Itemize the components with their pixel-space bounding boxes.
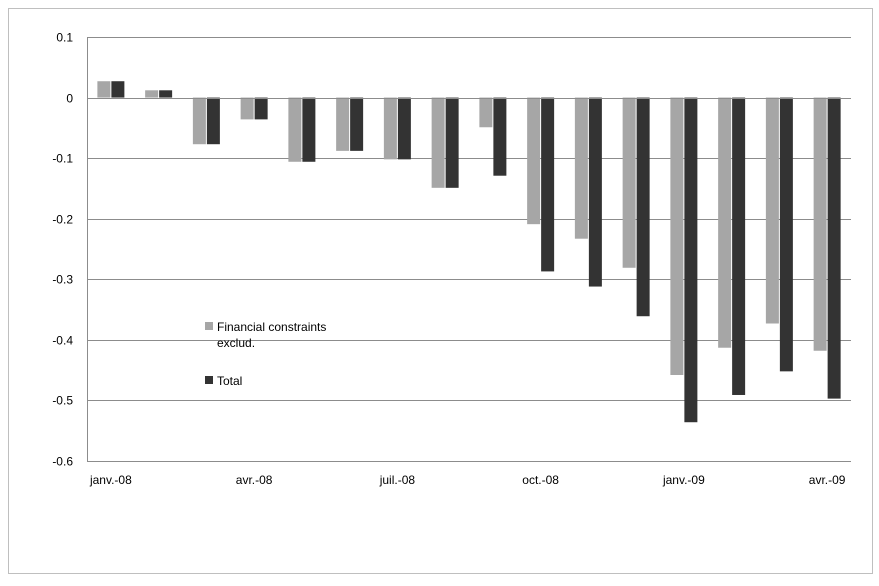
x-tick-label: janv.-08 xyxy=(89,473,132,487)
y-tick-label: -0.4 xyxy=(52,334,73,348)
bar-total xyxy=(254,97,268,120)
bar-financial-constraints-exclud xyxy=(765,97,779,324)
legend-swatch-total xyxy=(205,376,213,384)
x-tick-label: avr.-09 xyxy=(809,473,846,487)
bar-financial-constraints-exclud xyxy=(670,97,684,375)
bar-financial-constraints-exclud xyxy=(145,90,159,98)
bar-total xyxy=(445,97,459,188)
x-tick-label: juil.-08 xyxy=(379,473,416,487)
bar-total xyxy=(684,97,698,423)
axes: 0.1 0 -0.1 -0.2 -0.3 -0.4 -0.5 -0.6 janv.-08 avr.… xyxy=(52,31,851,487)
bar-total xyxy=(111,81,125,98)
x-tick-label: avr.-08 xyxy=(236,473,273,487)
chart-border xyxy=(8,8,873,574)
bar-total xyxy=(588,97,602,287)
bar-total xyxy=(732,97,746,395)
bar-financial-constraints-exclud xyxy=(574,97,588,239)
bar-total xyxy=(493,97,507,176)
bar-financial-constraints-exclud xyxy=(813,97,827,351)
x-tick-label: janv.-09 xyxy=(662,473,705,487)
bar-financial-constraints-exclud xyxy=(383,97,397,160)
y-tick-label: -0.6 xyxy=(52,455,73,469)
bar-financial-constraints-exclud xyxy=(431,97,445,188)
bar-total xyxy=(541,97,555,272)
bar-total xyxy=(779,97,793,372)
y-tick-label: -0.1 xyxy=(52,152,73,166)
bar-financial-constraints-exclud xyxy=(479,97,493,128)
y-tick-label: 0 xyxy=(66,92,73,106)
bar-financial-constraints-exclud xyxy=(622,97,636,268)
x-tick-label: oct.-08 xyxy=(522,473,559,487)
y-tick-label: 0.1 xyxy=(56,31,73,45)
bar-financial-constraints-exclud xyxy=(288,97,302,162)
legend-swatch-financial-constraints-exclud xyxy=(205,322,213,330)
bar-financial-constraints-exclud xyxy=(97,81,111,98)
bar-financial-constraints-exclud xyxy=(336,97,350,151)
bar-total xyxy=(350,97,364,151)
bar-total xyxy=(827,97,841,399)
bar-total xyxy=(397,97,411,160)
bars xyxy=(97,81,841,423)
y-tick-label: -0.5 xyxy=(52,394,73,408)
bar-total xyxy=(159,90,173,98)
legend-label-total: Total xyxy=(217,374,242,388)
legend-label-financial-constraints-exclud: Financial constraints exclud. xyxy=(217,320,326,350)
bar-financial-constraints-exclud xyxy=(527,97,541,225)
bar-financial-constraints-exclud xyxy=(718,97,732,348)
bar-financial-constraints-exclud xyxy=(192,97,206,145)
bar-financial-constraints-exclud xyxy=(240,97,254,120)
y-tick-label: -0.3 xyxy=(52,273,73,287)
bar-total xyxy=(206,97,220,145)
legend: Financial constraints exclud. Total xyxy=(205,320,326,388)
bar-total xyxy=(302,97,316,162)
y-tick-label: -0.2 xyxy=(52,213,73,227)
bar-total xyxy=(636,97,650,317)
